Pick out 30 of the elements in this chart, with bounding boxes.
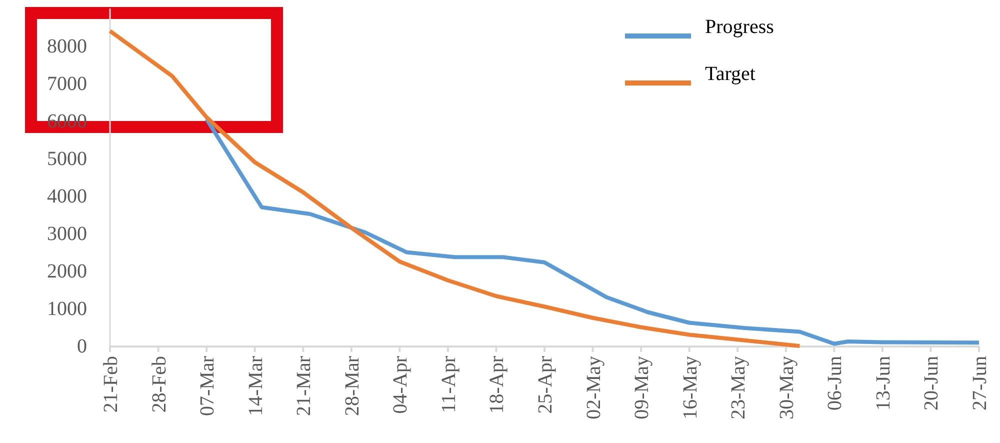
y-tick-label: 8000 [47, 35, 87, 58]
x-tick-label: 21-Mar [293, 356, 316, 416]
x-tick-label: 02-May [582, 356, 605, 420]
x-tick-label: 09-May [631, 356, 654, 420]
y-tick-label: 5000 [47, 148, 87, 170]
y-tick-label: 0 [77, 335, 87, 358]
x-tick-label: 25-Apr [534, 356, 556, 414]
y-tick-label: 4000 [47, 185, 87, 208]
x-tick-label: 28-Mar [341, 356, 364, 416]
legend-label: Target [705, 63, 756, 85]
x-tick-label: 14-Mar [244, 356, 267, 416]
y-tick-label: 1000 [47, 298, 87, 320]
x-tick-label: 13-Jun [872, 356, 894, 410]
x-tick-label: 21-Feb [100, 356, 122, 413]
x-tick-label: 28-Feb [148, 356, 170, 413]
x-tick-label: 04-Apr [390, 356, 412, 414]
x-tick-label: 16-May [679, 356, 702, 420]
y-tick-label: 3000 [47, 222, 87, 245]
legend-label: Progress [705, 16, 774, 38]
x-tick-label: 11-Apr [438, 356, 460, 414]
x-tick-label: 07-Mar [196, 356, 219, 416]
x-tick-label: 23-May [728, 356, 750, 420]
y-tick-label: 2000 [47, 260, 87, 282]
y-tick-label: 7000 [47, 72, 87, 95]
x-tick-label: 06-Jun [824, 356, 846, 410]
line-series [204, 117, 981, 346]
x-tick-label: 30-May [776, 356, 798, 420]
x-tick-label: 20-Jun [920, 356, 943, 410]
x-tick-label: 27-Jun [969, 356, 991, 410]
x-tick-label: 18-Apr [486, 356, 508, 414]
